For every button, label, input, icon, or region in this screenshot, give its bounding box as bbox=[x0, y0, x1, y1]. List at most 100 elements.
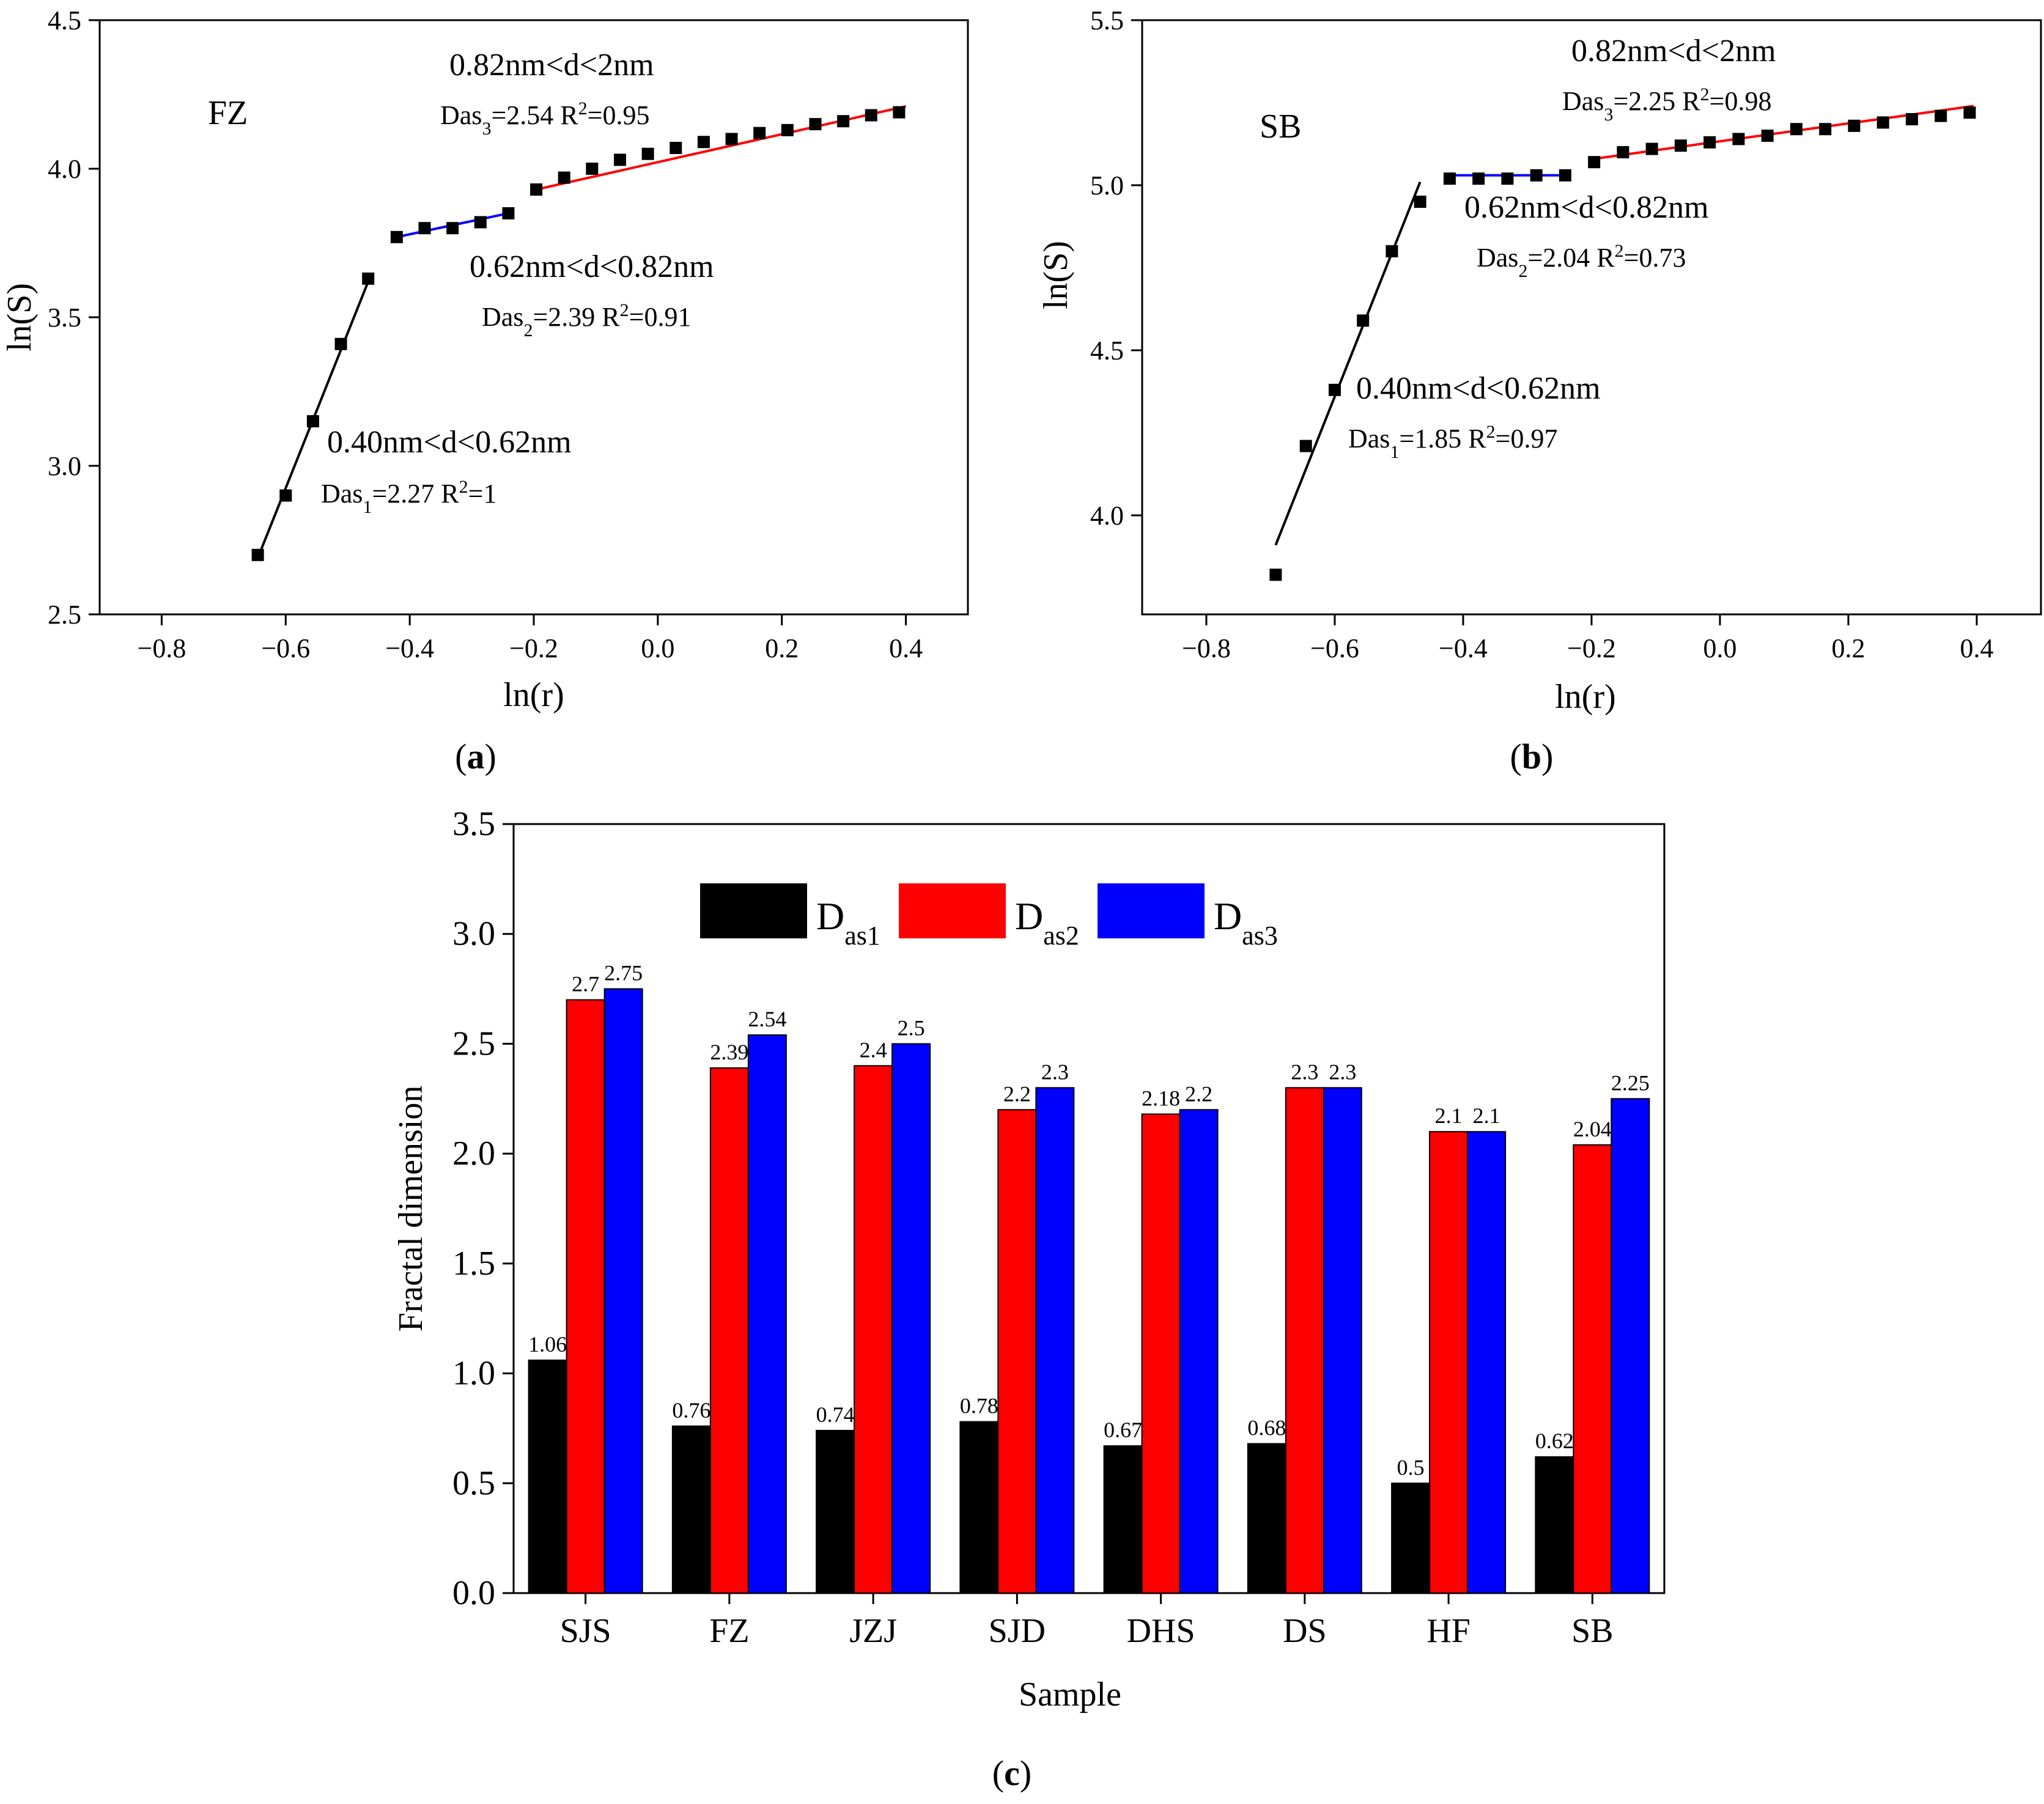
bar-das1-hf bbox=[1391, 1482, 1431, 1594]
panel-a-data-point bbox=[809, 118, 822, 131]
bar-value-label: 0.67 bbox=[1104, 1418, 1142, 1442]
panel-c-ytick-label: 2.0 bbox=[452, 1135, 495, 1173]
panel-a-range-das1: 0.40nm<d<0.62nm bbox=[327, 425, 572, 460]
panel-c-panel-label: (c) bbox=[992, 1753, 1031, 1793]
panel-c-category-label: SB bbox=[1571, 1612, 1614, 1650]
panel-a-data-point bbox=[390, 230, 403, 243]
panel-b-xtick-label: −0.2 bbox=[1567, 633, 1616, 663]
panel-b-data-point bbox=[1385, 245, 1398, 257]
panel-a-data-point bbox=[279, 489, 292, 502]
bar-value-label: 2.04 bbox=[1573, 1117, 1612, 1141]
bar-das2-sjd bbox=[997, 1109, 1037, 1594]
panel-b-data-points bbox=[1269, 106, 1976, 581]
bar-das3-fz bbox=[747, 1034, 787, 1594]
bar-das3-hf bbox=[1467, 1131, 1507, 1594]
bar-value-label: 0.62 bbox=[1535, 1429, 1574, 1453]
bar-das2-hf bbox=[1429, 1131, 1469, 1594]
panel-a-xtick-label: −0.6 bbox=[261, 633, 310, 663]
panel-c-ytick-label: 0.5 bbox=[452, 1464, 495, 1502]
bar-das3-jzj bbox=[891, 1043, 931, 1594]
panel-a-data-point bbox=[753, 127, 766, 139]
panel-a-data-point bbox=[334, 337, 347, 350]
panel-b-annotation-das2: 0.62nm<d<0.82nm Das2=2.04 R2=0.73 bbox=[1464, 190, 1709, 281]
panel-a-data-point bbox=[474, 216, 487, 229]
panel-c-bar-labels: 1.06 2.7 2.75 0.76 2.392.54 0.74 2.4 2.5 0.78 2.2… bbox=[528, 961, 1650, 1480]
legend-swatch-das2 bbox=[899, 883, 1006, 938]
bar-das1-sjd bbox=[959, 1421, 999, 1594]
panel-c-ytick-label: 3.0 bbox=[452, 915, 495, 953]
panel-c-ticks: 0.0 0.5 1.0 1.5 2.0 2.5 3.0 3.5 SJS FZ JZJ SJD DHS DS… bbox=[452, 805, 1614, 1650]
panel-a-data-point bbox=[530, 183, 543, 196]
panel-b-ticks: −0.8 −0.6 −0.4 −0.2 0.0 0.2 0.4 4.0 4.5 5.0 5.5 bbox=[1090, 6, 1994, 663]
panel-b-stats-das2: Das2=2.04 R2=0.73 bbox=[1477, 241, 1686, 281]
panel-a-data-point bbox=[697, 136, 710, 149]
panel-b-ylabel: ln(S) bbox=[1037, 241, 1075, 309]
legend-label-das2: Das2 bbox=[1015, 894, 1079, 951]
panel-a-data-point bbox=[670, 141, 682, 154]
panel-a-data-point bbox=[306, 415, 319, 428]
panel-b-xtick-label: −0.4 bbox=[1439, 633, 1488, 663]
panel-a-panel-label: (a) bbox=[455, 737, 496, 776]
bar-das2-sjs bbox=[566, 999, 605, 1594]
panel-a-ytick-label: 2.5 bbox=[48, 600, 81, 630]
panel-b-fit-line-1 bbox=[1274, 181, 1422, 546]
panel-a-data-point bbox=[641, 147, 654, 160]
bar-value-label: 0.78 bbox=[960, 1394, 998, 1418]
panel-b-fit-lines bbox=[1274, 105, 1974, 546]
panel-b-data-point bbox=[1414, 196, 1426, 208]
bar-value-label: 2.2 bbox=[1185, 1081, 1212, 1106]
panel-a-range-das3: 0.82nm<d<2nm bbox=[449, 48, 654, 83]
bar-value-label: 2.39 bbox=[710, 1040, 748, 1064]
panel-a-data-point bbox=[558, 171, 570, 184]
panel-b-annotation-das1: 0.40nm<d<0.62nm Das1=1.85 R2=0.97 bbox=[1348, 371, 1601, 462]
panel-b-data-point bbox=[1703, 136, 1716, 149]
bar-value-label: 2.1 bbox=[1435, 1103, 1463, 1128]
panel-b-xtick-label: −0.6 bbox=[1310, 633, 1359, 663]
bar-value-label: 2.75 bbox=[604, 961, 643, 985]
bar-das1-sb bbox=[1535, 1456, 1574, 1594]
panel-b-data-point bbox=[1299, 440, 1312, 452]
panel-b-data-point bbox=[1761, 130, 1774, 142]
panel-a-annotation-das3: 0.82nm<d<2nm Das3=2.54 R2=0.95 bbox=[440, 48, 654, 139]
panel-b-data-point bbox=[1269, 569, 1282, 581]
panel-a-ytick-label: 3.5 bbox=[48, 303, 81, 333]
bar-value-label: 2.3 bbox=[1329, 1059, 1356, 1084]
legend-swatch-das1 bbox=[700, 883, 807, 938]
bar-das1-jzj bbox=[816, 1430, 855, 1594]
panel-a-xtick-label: 0.4 bbox=[889, 633, 923, 663]
panel-a-sample-label: FZ bbox=[208, 94, 248, 132]
panel-b-xtick-label: −0.8 bbox=[1182, 633, 1231, 663]
panel-b-range-das1: 0.40nm<d<0.62nm bbox=[1356, 371, 1601, 406]
panel-b-panel-label: (b) bbox=[1510, 737, 1554, 776]
bar-value-label: 1.06 bbox=[528, 1332, 567, 1357]
panel-a-data-point bbox=[865, 109, 877, 122]
bar-value-label: 0.74 bbox=[816, 1402, 855, 1427]
legend-swatch-das3 bbox=[1098, 883, 1205, 938]
panel-b-data-point bbox=[1935, 109, 1947, 122]
bar-value-label: 2.3 bbox=[1291, 1059, 1318, 1084]
panel-a-data-point bbox=[893, 106, 906, 119]
bar-das3-sjd bbox=[1035, 1087, 1075, 1594]
bar-value-label: 2.3 bbox=[1041, 1059, 1069, 1084]
panel-b-annotation-das3: 0.82nm<d<2nm Das3=2.25 R2=0.98 bbox=[1562, 34, 1776, 125]
panel-b-data-point bbox=[1645, 142, 1658, 155]
panel-a-data-point bbox=[725, 133, 738, 145]
panel-b-data-point bbox=[1905, 113, 1918, 125]
panel-a-ytick-label: 3.0 bbox=[48, 451, 81, 481]
panel-a-xtick-label: −0.8 bbox=[138, 633, 186, 663]
panel-c-category-label: DHS bbox=[1127, 1612, 1195, 1650]
panel-c-legend: Das1 Das2 Das3 bbox=[700, 883, 1278, 951]
panel-c-category-label: SJD bbox=[989, 1612, 1046, 1650]
panel-b-data-point bbox=[1848, 119, 1861, 132]
bar-das2-dhs bbox=[1141, 1113, 1181, 1594]
panel-a-data-point bbox=[502, 207, 515, 219]
panel-c-bars bbox=[528, 988, 1650, 1594]
bar-value-label: 0.76 bbox=[672, 1398, 710, 1423]
bar-value-label: 2.5 bbox=[898, 1015, 925, 1040]
panel-a-stats-das2: Das2=2.39 R2=0.91 bbox=[482, 300, 691, 341]
bar-value-label: 2.2 bbox=[1003, 1081, 1031, 1106]
panel-b-data-point bbox=[1472, 172, 1485, 185]
panel-c-category-label: HF bbox=[1426, 1612, 1470, 1650]
panel-a-data-point bbox=[446, 222, 459, 235]
